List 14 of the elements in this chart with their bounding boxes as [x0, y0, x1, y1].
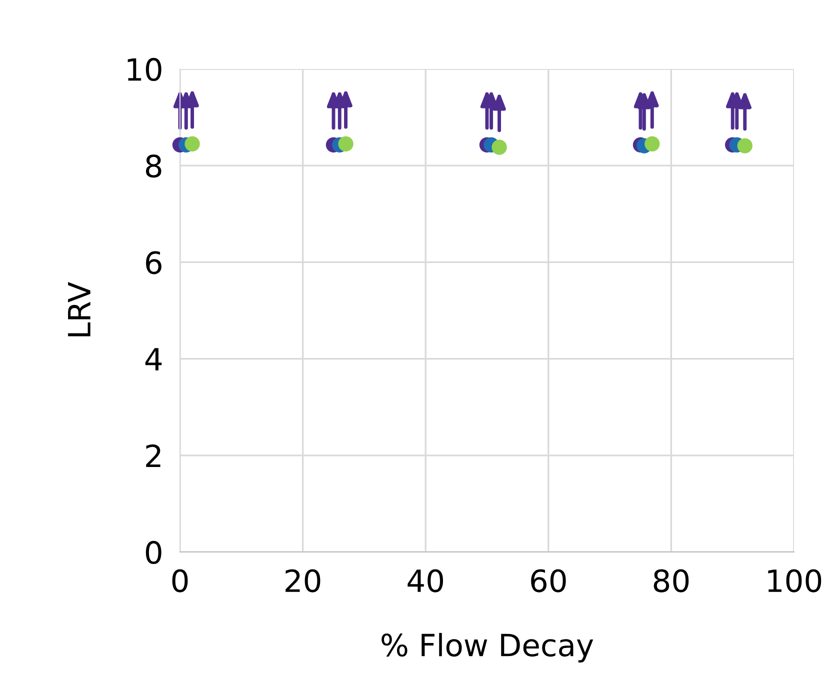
y-tick-label: 4	[145, 348, 162, 370]
x-tick-label: 80	[654, 569, 689, 592]
x-tick-label: 0	[172, 569, 188, 592]
x-axis-title: % Flow Decay	[382, 632, 594, 663]
y-tick-label: 6	[146, 251, 162, 274]
x-tick-label: 40	[408, 569, 444, 592]
y-tick-label: 8	[146, 154, 162, 178]
y-tick-label: 2	[146, 444, 160, 468]
y-axis-title: LRV	[68, 282, 90, 336]
y-tick-label: 0	[146, 540, 162, 564]
y-tick-label: 10	[128, 58, 162, 82]
x-tick-label: 60	[531, 569, 566, 592]
x-tick-label: 100	[768, 569, 822, 592]
x-tick-label: 20	[286, 569, 320, 592]
